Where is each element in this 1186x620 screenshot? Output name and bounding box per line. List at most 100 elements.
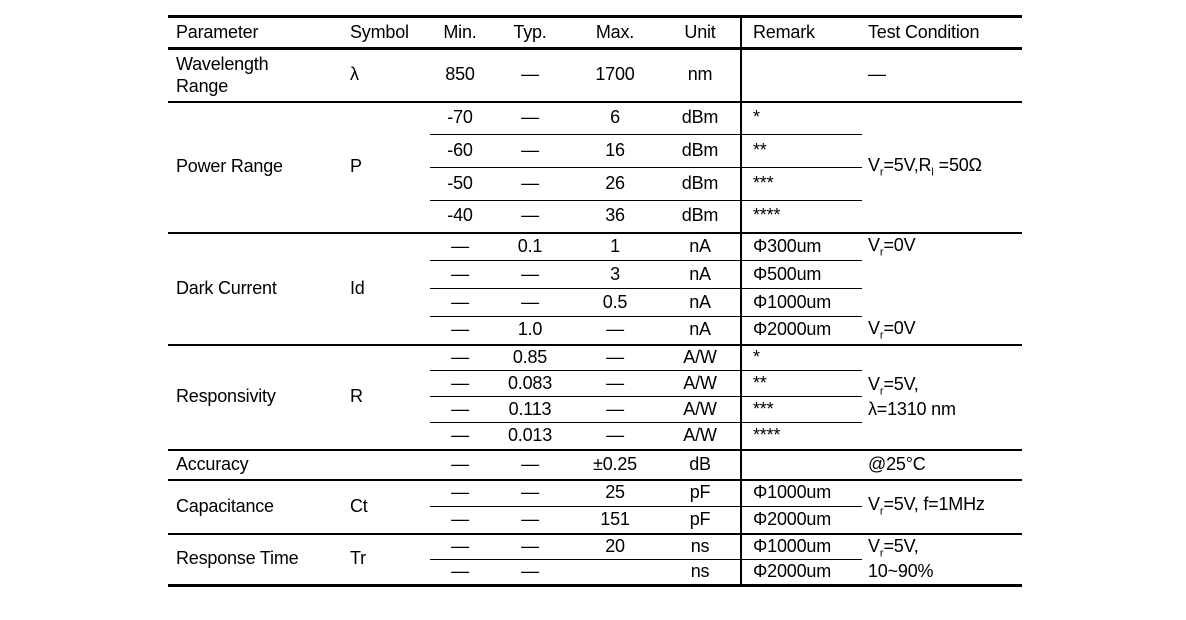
remark-cell: Φ300um: [741, 232, 862, 261]
param-label: Wavelength Range: [176, 53, 269, 97]
remark-cell: **: [741, 370, 862, 397]
max-cell: —: [570, 344, 660, 371]
symbol-cell: Tr: [350, 548, 366, 569]
header-row: Parameter Symbol Min. Typ. Max. Unit Rem…: [168, 16, 1022, 50]
col-header-unit: Unit: [660, 16, 742, 50]
unit-cell: nA: [660, 260, 742, 289]
max-cell: 1700: [570, 48, 660, 103]
max-cell: 6: [570, 101, 660, 135]
max-cell: —: [570, 370, 660, 397]
max-cell: ±0.25: [570, 449, 660, 481]
max-cell: —: [570, 422, 660, 451]
remark-cell: Φ1000um: [741, 479, 862, 507]
test-condition-line: Vr=5V,: [868, 373, 919, 398]
max-cell: —: [570, 396, 660, 423]
remark-cell: Φ2000um: [753, 561, 832, 582]
typ-cell: —: [490, 200, 570, 234]
max-cell: 25: [570, 479, 660, 507]
typ-cell: —: [521, 561, 539, 582]
min-cell: —: [430, 396, 490, 423]
table-row: — — ns Φ2000um: [168, 559, 1022, 586]
col-header-remark: Remark: [741, 16, 862, 50]
col-header-symbol: Symbol: [340, 16, 430, 50]
remark-cell: ****: [741, 422, 862, 451]
unit-cell: pF: [660, 479, 742, 507]
min-cell: -50: [430, 167, 490, 201]
spec-table: Parameter Symbol Min. Typ. Max. Unit Rem…: [168, 15, 1022, 587]
remark-cell: [741, 48, 862, 103]
min-cell: —: [430, 260, 490, 289]
remark-cell: **: [741, 134, 862, 168]
test-condition-cell: Vr=5V, λ=1310 nm: [862, 344, 1022, 451]
col-header-max: Max.: [570, 16, 660, 50]
param-cell: Power Range: [168, 101, 340, 234]
max-cell: 1: [570, 232, 660, 261]
col-header-min: Min.: [430, 16, 490, 50]
unit-cell: A/W: [660, 396, 742, 423]
min-cell: -70: [430, 101, 490, 135]
min-cell: —: [430, 449, 490, 481]
col-header-test-condition: Test Condition: [862, 16, 1022, 50]
unit-cell: ns: [660, 533, 742, 560]
min-cell: —: [430, 479, 490, 507]
table-row: — — 3 nA Φ500um: [168, 260, 1022, 289]
typ-cell: 0.85: [490, 344, 570, 371]
max-cell: 151: [570, 506, 660, 535]
param-cell: Response Time: [176, 548, 299, 569]
symbol-cell: R: [340, 344, 430, 451]
table-row: Accuracy — — ±0.25 dB @25°C: [168, 449, 1022, 481]
min-cell: —: [430, 316, 490, 346]
remark-cell: Φ1000um: [741, 533, 862, 560]
table-row: -40 — 36 dBm ****: [168, 200, 1022, 234]
min-cell: -40: [430, 200, 490, 234]
table-row: Power Range P -70 — 6 dBm * Vr=5V,Rl =50…: [168, 101, 1022, 234]
remark-cell: ***: [741, 167, 862, 201]
typ-cell: —: [490, 101, 570, 135]
typ-cell: —: [490, 533, 570, 560]
unit-cell: nA: [660, 316, 742, 346]
table-row: -60 — 16 dBm **: [168, 134, 1022, 168]
min-cell: -60: [430, 134, 490, 168]
max-cell: 3: [570, 260, 660, 289]
unit-cell: nA: [660, 232, 742, 261]
table-row: Dark Current Id — 0.1 1 nA Φ300um Vr=0V: [168, 232, 1022, 346]
max-cell: 0.5: [570, 288, 660, 317]
test-condition-line: Vr=5V,: [868, 535, 919, 560]
unit-cell: dBm: [660, 167, 742, 201]
test-condition-cell: [862, 289, 1022, 317]
typ-cell: 1.0: [490, 316, 570, 346]
unit-cell: A/W: [660, 344, 742, 371]
max-cell: —: [570, 316, 660, 346]
table-row: — 0.113 — A/W ***: [168, 396, 1022, 423]
test-condition-line: λ=1310 nm: [868, 398, 956, 419]
symbol-cell: Ct: [340, 479, 430, 535]
unit-cell: A/W: [660, 370, 742, 397]
remark-cell: *: [741, 344, 862, 371]
remark-cell: *: [741, 101, 862, 135]
min-cell: —: [451, 561, 469, 582]
test-condition-cell: —: [862, 48, 1022, 103]
param-cell: Responsivity: [168, 344, 340, 451]
max-cell: 20: [570, 533, 660, 560]
param-cell: Capacitance: [168, 479, 340, 535]
typ-cell: —: [490, 260, 570, 289]
table-row: — 0.013 — A/W ****: [168, 422, 1022, 451]
typ-cell: —: [490, 167, 570, 201]
table-row: -50 — 26 dBm ***: [168, 167, 1022, 201]
min-cell: —: [430, 422, 490, 451]
col-header-parameter: Parameter: [168, 16, 340, 50]
remark-cell: [741, 449, 862, 481]
test-condition-cell: Vr=0V: [862, 316, 1022, 346]
min-cell: —: [430, 506, 490, 535]
typ-cell: 0.083: [490, 370, 570, 397]
param-cell: Accuracy: [168, 449, 340, 481]
unit-cell: dBm: [660, 200, 742, 234]
max-cell: 36: [570, 200, 660, 234]
unit-cell: nm: [660, 48, 742, 103]
test-condition-cell: Vr=0V: [868, 234, 916, 259]
unit-cell: A/W: [660, 422, 742, 451]
max-cell: 16: [570, 134, 660, 168]
test-condition-cell: Vr=5V, f=1MHz: [862, 479, 1022, 535]
unit-cell: ns: [660, 559, 742, 586]
max-cell: [570, 560, 660, 586]
